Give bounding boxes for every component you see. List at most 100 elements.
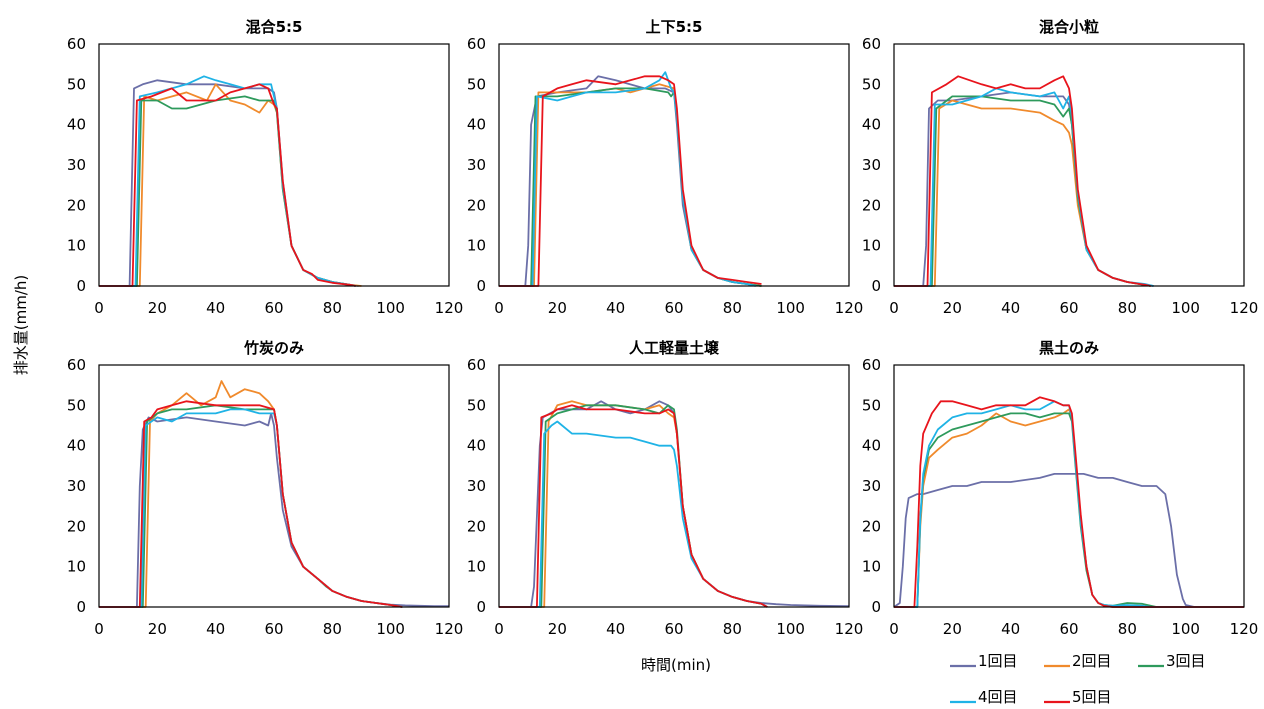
x-tick-label: 80 xyxy=(723,299,742,317)
y-tick-label: 10 xyxy=(67,237,86,255)
y-tick-label: 10 xyxy=(467,237,486,255)
x-tick-label: 120 xyxy=(1230,299,1259,317)
x-tick-label: 0 xyxy=(94,620,104,638)
y-tick-label: 40 xyxy=(862,437,881,455)
x-tick-label: 120 xyxy=(1230,620,1259,638)
legend-label: 3回目 xyxy=(1166,652,1206,670)
y-tick-label: 40 xyxy=(467,116,486,134)
legend-label: 5回目 xyxy=(1072,688,1112,706)
x-tick-label: 40 xyxy=(606,620,625,638)
y-tick-label: 30 xyxy=(67,477,86,495)
x-tick-label: 0 xyxy=(889,299,899,317)
x-tick-label: 60 xyxy=(664,620,683,638)
panel-6: 黒土のみ 0 20 40 60 80 100 120 0 10 20 30 40 50 60 xyxy=(862,339,1258,638)
y-tick-label: 0 xyxy=(476,598,486,616)
y-tick-label: 20 xyxy=(67,196,86,214)
y-tick-label: 10 xyxy=(862,558,881,576)
x-tick-label: 40 xyxy=(206,299,225,317)
y-tick-label: 10 xyxy=(67,558,86,576)
y-tick-label: 30 xyxy=(67,156,86,174)
x-tick-label: 120 xyxy=(835,299,864,317)
panel-title: 人工軽量土壌 xyxy=(629,339,720,357)
x-tick-label: 100 xyxy=(1171,620,1200,638)
plot-frame xyxy=(498,43,850,287)
y-tick-label: 10 xyxy=(862,237,881,255)
x-tick-label: 100 xyxy=(776,620,805,638)
x-tick-label: 20 xyxy=(943,620,962,638)
series-line-2回目 xyxy=(894,408,1244,608)
y-axis-label: 排水量(mm/h) xyxy=(12,275,30,376)
panel-title: 混合小粒 xyxy=(1039,18,1099,36)
x-tick-label: 80 xyxy=(323,299,342,317)
x-tick-label: 40 xyxy=(206,620,225,638)
x-tick-label: 80 xyxy=(323,620,342,638)
series-line-4回目 xyxy=(499,71,756,287)
x-tick-label: 120 xyxy=(835,620,864,638)
x-tick-label: 20 xyxy=(548,620,567,638)
x-tick-label: 100 xyxy=(376,299,405,317)
y-tick-label: 60 xyxy=(67,356,86,374)
legend-entry: 5回目 xyxy=(1044,688,1112,706)
y-tick-label: 30 xyxy=(467,477,486,495)
x-tick-label: 80 xyxy=(723,620,742,638)
y-tick-label: 0 xyxy=(76,277,86,295)
y-tick-label: 30 xyxy=(467,156,486,174)
x-tick-label: 20 xyxy=(148,299,167,317)
x-tick-label: 100 xyxy=(776,299,805,317)
x-tick-label: 60 xyxy=(664,299,683,317)
y-tick-label: 40 xyxy=(862,116,881,134)
series-line-5回目 xyxy=(99,83,356,287)
legend-label: 4回目 xyxy=(978,688,1018,706)
y-tick-label: 50 xyxy=(862,396,881,414)
plot-frame xyxy=(893,43,1245,287)
series-line-5回目 xyxy=(99,400,403,608)
y-tick-label: 20 xyxy=(467,196,486,214)
x-axis-label: 時間(min) xyxy=(641,656,711,674)
y-tick-label: 60 xyxy=(862,35,881,53)
x-tick-label: 0 xyxy=(94,299,104,317)
plot-frame xyxy=(498,364,850,608)
series-line-5回目 xyxy=(499,75,762,287)
panel-title: 黒土のみ xyxy=(1039,339,1099,357)
x-tick-label: 20 xyxy=(548,299,567,317)
legend-entry: 2回目 xyxy=(1044,652,1112,670)
plot-frame xyxy=(893,364,1245,608)
panel-1: 混合5:5 0 20 40 60 80 100 120 0 10 20 30 40 50 60 xyxy=(67,18,463,317)
legend-entry: 1回目 xyxy=(950,652,1018,670)
x-tick-label: 80 xyxy=(1118,299,1137,317)
y-tick-label: 50 xyxy=(67,75,86,93)
y-tick-label: 50 xyxy=(67,396,86,414)
y-tick-label: 20 xyxy=(67,517,86,535)
x-tick-label: 60 xyxy=(1059,299,1078,317)
x-tick-label: 0 xyxy=(494,620,504,638)
y-tick-label: 40 xyxy=(467,437,486,455)
plot-frame xyxy=(98,43,450,287)
x-tick-label: 60 xyxy=(1059,620,1078,638)
series-line-5回目 xyxy=(499,404,768,608)
x-tick-label: 120 xyxy=(435,620,464,638)
series-line-5回目 xyxy=(894,396,1244,608)
y-tick-label: 30 xyxy=(862,156,881,174)
x-tick-label: 20 xyxy=(148,620,167,638)
legend-entry: 4回目 xyxy=(950,688,1018,706)
panel-title: 混合5:5 xyxy=(246,18,303,36)
x-tick-label: 20 xyxy=(943,299,962,317)
x-tick-label: 0 xyxy=(494,299,504,317)
y-tick-label: 60 xyxy=(467,356,486,374)
y-tick-label: 0 xyxy=(476,277,486,295)
x-tick-label: 100 xyxy=(1171,299,1200,317)
y-tick-label: 0 xyxy=(76,598,86,616)
x-tick-label: 120 xyxy=(435,299,464,317)
panel-5: 人工軽量土壌 0 20 40 60 80 100 120 0 10 20 30 40 50 60 xyxy=(467,339,863,638)
y-tick-label: 50 xyxy=(467,396,486,414)
legend-entry: 3回目 xyxy=(1138,652,1206,670)
y-tick-label: 40 xyxy=(67,437,86,455)
series-line-5回目 xyxy=(894,75,1151,287)
y-tick-label: 0 xyxy=(871,277,881,295)
y-tick-label: 30 xyxy=(862,477,881,495)
x-tick-label: 40 xyxy=(1001,620,1020,638)
y-tick-label: 20 xyxy=(862,196,881,214)
panel-4: 竹炭のみ 0 20 40 60 80 100 120 0 10 20 30 40 50 60 xyxy=(67,339,463,638)
y-tick-label: 20 xyxy=(862,517,881,535)
